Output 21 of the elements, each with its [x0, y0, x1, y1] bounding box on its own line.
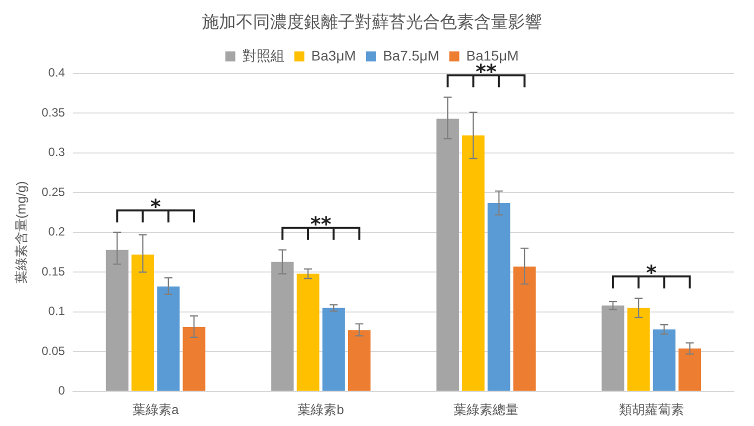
x-tick-label: 葉綠素a	[132, 402, 180, 417]
y-tick-label: 0.25	[42, 184, 66, 199]
y-axis-title: 葉綠素含量(mg/g)	[13, 181, 28, 284]
annotation: *	[646, 260, 658, 285]
legend-label: Ba3μM	[311, 47, 356, 64]
y-tick-label: 0.2	[48, 224, 66, 239]
annotation: *	[150, 194, 162, 219]
legend-label: Ba7.5μM	[382, 47, 440, 64]
x-tick-label: 葉綠素b	[298, 402, 344, 417]
y-tick-label: 0.3	[48, 145, 66, 160]
x-tick-label: 類胡蘿蔔素	[618, 402, 684, 417]
chart-title: 施加不同濃度銀離子對蘚苔光合色素含量影響	[202, 12, 542, 33]
x-tick-label: 葉綠素總量	[454, 402, 519, 417]
y-tick-label: 0	[58, 384, 66, 398]
y-tick-label: 0.4	[48, 66, 66, 80]
y-tick-label: 0.35	[42, 105, 66, 120]
y-tick-label: 0.1	[48, 304, 66, 318]
legend-label: 對照組	[242, 47, 284, 64]
y-tick-label: 0.05	[42, 344, 66, 358]
annotation: **	[310, 212, 332, 236]
y-tick-label: 0.15	[42, 264, 66, 278]
